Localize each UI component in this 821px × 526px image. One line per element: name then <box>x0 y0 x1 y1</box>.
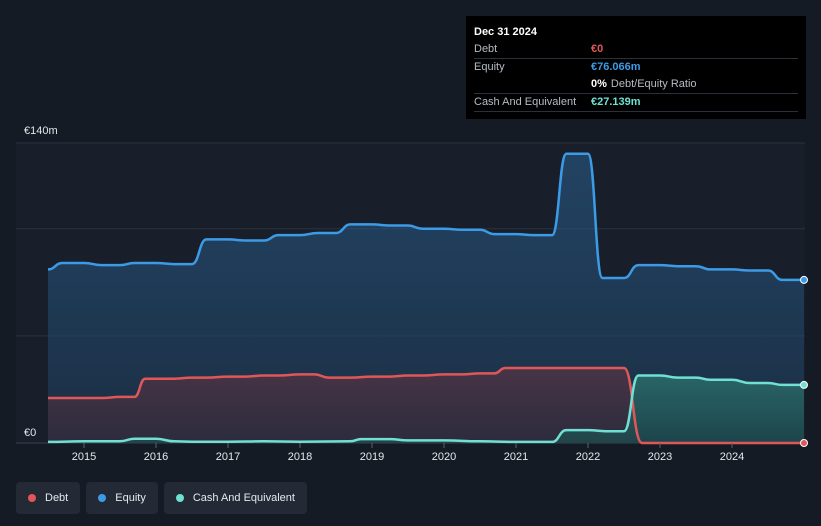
x-tick-label: 2017 <box>216 451 240 463</box>
tooltip-debt-value: €0 <box>591 43 604 55</box>
y-tick-label: €0 <box>24 427 36 439</box>
series-areas <box>48 153 804 443</box>
x-axis: 2015 2016 2017 2018 2019 2020 2021 2022 2023 2024 <box>72 443 744 463</box>
legend-debt-label: Debt <box>45 492 69 504</box>
equity-line <box>47 152 804 282</box>
cash-endpoint[interactable] <box>800 380 808 389</box>
x-tick-label: 2022 <box>576 451 600 463</box>
equity-dot-icon <box>98 494 107 502</box>
tooltip-ratio-value: 0% <box>591 78 607 90</box>
x-tick-label: 2021 <box>504 451 528 463</box>
cash-area <box>48 375 804 443</box>
x-tick-label: 2018 <box>288 451 312 463</box>
cash-dot-icon <box>175 494 184 502</box>
data-tooltip: Dec 31 2024 Debt €0 Equity €76.066m 0% D… <box>466 16 806 119</box>
tooltip-ratio-label: Debt/Equity Ratio <box>610 78 697 90</box>
tooltip-equity-row: Equity €76.066m <box>474 59 798 76</box>
tooltip-cash-label: Cash And Equivalent <box>474 96 577 108</box>
legend-item-equity[interactable]: Equity <box>86 482 158 514</box>
legend-equity-label: Equity <box>115 492 146 504</box>
cash-line <box>47 374 804 444</box>
tooltip-ratio-row: 0% Debt/Equity Ratio <box>474 76 798 94</box>
series-lines <box>47 152 804 445</box>
tooltip-cash-row: Cash And Equivalent €27.139m <box>474 94 798 112</box>
tooltip-equity-label: Equity <box>474 61 505 73</box>
legend-item-debt[interactable]: Debt <box>16 482 81 514</box>
series-endpoints <box>800 275 808 447</box>
legend-cash-label: Cash And Equivalent <box>192 492 295 504</box>
chart-legend: Debt Equity Cash And Equivalent <box>16 482 307 514</box>
x-tick-label: 2019 <box>360 451 384 463</box>
x-tick-label: 2023 <box>648 451 672 463</box>
debt-dot-icon <box>28 494 36 502</box>
equity-endpoint[interactable] <box>800 275 808 284</box>
x-tick-label: 2015 <box>72 451 96 463</box>
debt-area <box>48 368 804 443</box>
tooltip-debt-row: Debt €0 <box>474 41 798 59</box>
tooltip-debt-label: Debt <box>474 43 498 55</box>
x-tick-label: 2020 <box>432 451 456 463</box>
debt-line <box>48 366 804 445</box>
tooltip-date: Dec 31 2024 <box>474 26 537 38</box>
legend-item-cash[interactable]: Cash And Equivalent <box>163 482 307 514</box>
x-tick-label: 2024 <box>720 451 744 463</box>
x-tick-label: 2016 <box>144 451 168 463</box>
debt-endpoint[interactable] <box>800 439 808 447</box>
tooltip-cash-value: €27.139m <box>591 96 641 108</box>
tooltip-equity-value: €76.066m <box>591 61 641 73</box>
y-axis: €140m €0 <box>24 125 58 439</box>
y-tick-label: €140m <box>24 125 58 137</box>
